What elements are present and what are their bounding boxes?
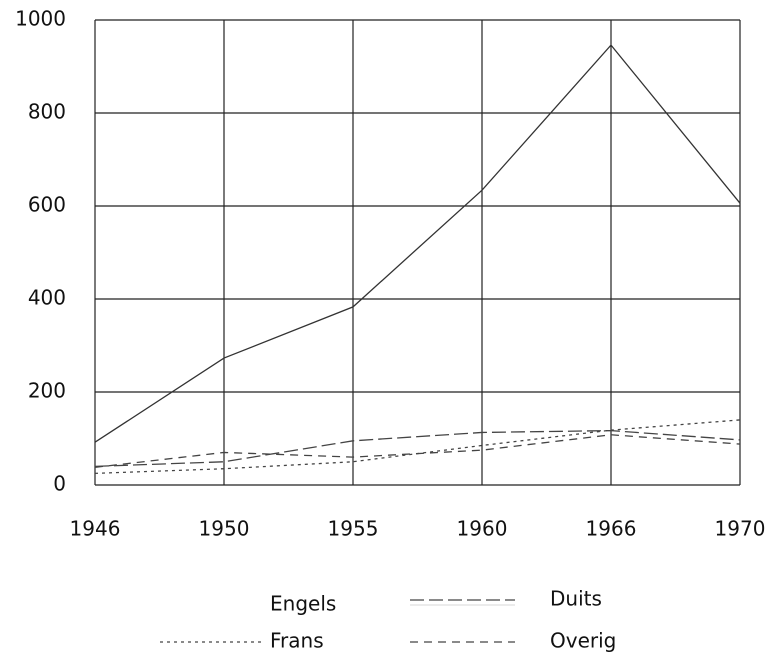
y-tick-label: 600 — [28, 193, 66, 217]
legend-label: Overig — [550, 629, 616, 653]
x-tick-label: 1960 — [457, 517, 508, 541]
y-tick-label: 0 — [53, 472, 66, 496]
line-series — [94, 434, 741, 468]
line-series — [94, 44, 741, 443]
x-tick-label: 1955 — [328, 517, 379, 541]
y-tick-label: 800 — [28, 100, 66, 124]
x-tick-label: 1970 — [715, 517, 765, 541]
x-tick-label: 1946 — [70, 517, 121, 541]
line-series — [94, 429, 741, 468]
legend-label: Engels — [270, 592, 336, 616]
x-tick-label: 1966 — [586, 517, 637, 541]
y-tick-label: 400 — [28, 286, 66, 310]
x-tick-label: 1950 — [199, 517, 250, 541]
y-tick-label: 200 — [28, 379, 66, 403]
legend-label: Frans — [270, 629, 324, 653]
y-tick-label: 1000 — [15, 7, 66, 31]
legend-label: Duits — [550, 587, 602, 611]
line-series — [94, 419, 741, 475]
